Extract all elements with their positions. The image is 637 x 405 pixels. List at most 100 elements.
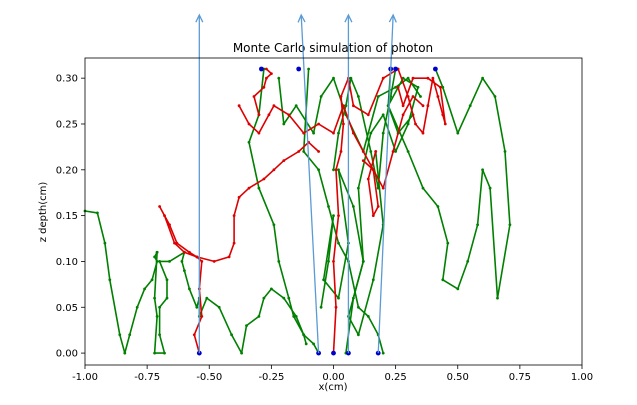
path-point xyxy=(277,76,281,80)
x-tick-label: 1.00 xyxy=(571,372,593,383)
path-point xyxy=(103,241,107,245)
photon-path-2 xyxy=(153,251,201,354)
path-point xyxy=(297,150,301,153)
path-point xyxy=(381,131,385,135)
path-point xyxy=(349,76,353,80)
path-point xyxy=(414,122,417,126)
path-point xyxy=(257,113,261,117)
path-point xyxy=(366,315,370,318)
path-point xyxy=(158,333,162,337)
path-point xyxy=(419,95,422,98)
path-point xyxy=(342,122,345,126)
path-point xyxy=(270,72,273,75)
path-point xyxy=(168,260,171,263)
photon-path-6 xyxy=(387,68,511,299)
path-point xyxy=(155,250,159,254)
path-point xyxy=(257,186,261,190)
path-point xyxy=(165,296,169,300)
path-point xyxy=(496,296,499,300)
path-point xyxy=(287,296,291,300)
path-point xyxy=(247,186,251,190)
path-point xyxy=(267,113,271,117)
path-point xyxy=(337,168,340,172)
path-point xyxy=(188,250,191,254)
path-point xyxy=(183,250,186,254)
path-point xyxy=(212,260,216,263)
path-point xyxy=(247,140,251,144)
photon-path-3 xyxy=(198,288,320,354)
path-point xyxy=(237,104,241,108)
path-point xyxy=(436,95,440,98)
photon-path-4 xyxy=(302,68,384,354)
path-point xyxy=(406,76,410,80)
path-point xyxy=(282,122,286,126)
path-point xyxy=(302,333,306,337)
endpoint-marker xyxy=(316,350,321,356)
path-point xyxy=(195,255,199,259)
path-point xyxy=(503,150,507,153)
path-point xyxy=(173,241,176,245)
y-tick-label: 0.15 xyxy=(56,211,78,222)
path-point xyxy=(150,278,154,282)
path-point xyxy=(205,296,209,300)
path-point xyxy=(287,113,291,117)
escape-arrow-head xyxy=(297,13,306,23)
path-point xyxy=(406,95,410,98)
path-point xyxy=(262,85,266,89)
x-tick-label: -1.00 xyxy=(72,372,98,383)
path-point xyxy=(282,159,286,163)
plot-data-layer xyxy=(83,13,512,356)
path-point xyxy=(436,205,440,208)
path-point xyxy=(332,76,335,80)
path-point xyxy=(357,186,360,190)
path-point xyxy=(200,260,204,263)
path-point xyxy=(252,95,256,98)
path-point xyxy=(317,150,320,153)
path-point xyxy=(394,85,397,89)
path-point xyxy=(245,324,248,327)
path-point xyxy=(476,223,479,227)
path-point xyxy=(135,305,139,309)
y-tick-label: 0.30 xyxy=(56,74,78,85)
path-point xyxy=(155,315,159,318)
path-point xyxy=(361,260,365,263)
photon-path-12 xyxy=(238,95,424,189)
path-point xyxy=(421,131,425,135)
path-point xyxy=(369,150,373,153)
path-point xyxy=(416,85,420,89)
path-point xyxy=(391,150,395,153)
path-point xyxy=(481,76,484,80)
path-point xyxy=(334,168,338,172)
path-point xyxy=(456,287,460,291)
path-point xyxy=(165,278,169,282)
path-point xyxy=(292,315,296,318)
path-point xyxy=(441,278,445,282)
path-point xyxy=(319,305,323,309)
path-point xyxy=(294,104,298,108)
path-point xyxy=(441,85,445,89)
path-point xyxy=(357,333,360,337)
path-point xyxy=(339,95,343,98)
path-point xyxy=(446,241,450,245)
y-tick-label: 0.20 xyxy=(56,165,78,176)
path-point xyxy=(488,186,492,190)
path-point xyxy=(332,131,335,135)
path-point xyxy=(396,85,400,89)
endpoint-marker xyxy=(296,66,302,72)
path-point xyxy=(381,186,385,190)
path-point xyxy=(240,351,244,355)
endpoint-marker xyxy=(393,66,398,72)
y-tick-label: 0.00 xyxy=(56,349,78,360)
path-point xyxy=(337,214,340,218)
path-point xyxy=(374,150,378,153)
path-point xyxy=(381,351,385,355)
path-point xyxy=(188,287,191,291)
path-point xyxy=(143,287,147,291)
path-point xyxy=(439,85,442,89)
path-point xyxy=(317,122,320,126)
path-point xyxy=(175,241,179,245)
path-point xyxy=(217,305,221,309)
path-point xyxy=(272,223,276,227)
path-point xyxy=(381,76,385,80)
path-point xyxy=(357,95,360,98)
